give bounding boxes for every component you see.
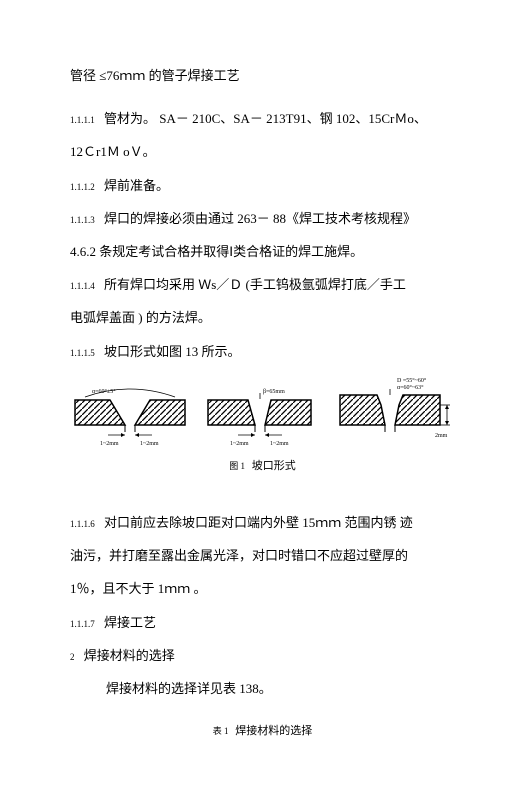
figure-label: 图 1 <box>229 461 245 471</box>
d3-label-top: D =55°~60° <box>397 377 427 384</box>
para-6: 1.1.1.6 对口前应去除坡口距对口端内外壁 15ｍｍ 范围内锈 迹 <box>70 507 455 538</box>
groove-diagram-2: β=65mm 1~2mm 1~2mm <box>203 385 323 447</box>
para-3b: 4.6.2 条规定考试合格并取得Ⅰ类合格证的焊工施焊。 <box>70 236 455 267</box>
d2-label-bl: 1~2mm <box>230 441 249 447</box>
para-5-text: 坡口形式如图 13 所示。 <box>104 344 241 359</box>
para-6b: 油污，并打磨至露出金属光泽，对口时错口不应超过壁厚的 <box>70 540 455 571</box>
secnum-1: 1.1.1.1 <box>70 115 95 125</box>
secnum-3: 1.1.1.3 <box>70 215 95 225</box>
secnum-7: 1.1.1.7 <box>70 619 95 629</box>
para-1b: 12Ｃr1Ｍ oＶ。 <box>70 136 455 167</box>
para-1-text: 管材为。 SA－ 210C、SA－ 213T91、钢 102、15CrＭo、 <box>104 111 427 126</box>
para-5: 1.1.1.5 坡口形式如图 13 所示。 <box>70 336 455 367</box>
secnum-4: 1.1.1.4 <box>70 281 95 291</box>
d2-label-br: 1~2mm <box>270 441 289 447</box>
para-4: 1.1.1.4 所有焊口均采用 Ｗs／Ｄ (手工钨极氩弧焊打底／手工 <box>70 269 455 300</box>
page-title: 管径 ≤76ｍｍ 的管子焊接工艺 <box>70 60 455 91</box>
para-6c: 1％，且不大于 1ｍｍ 。 <box>70 573 455 604</box>
d2-label-top: β=65mm <box>263 389 285 395</box>
figure-caption-text: 坡口形式 <box>252 460 296 472</box>
figure-caption: 图 1 坡口形式 <box>70 453 455 479</box>
para-8: 2 焊接材料的选择 <box>70 640 455 671</box>
table-caption-text: 焊接材料的选择 <box>235 725 312 737</box>
table-caption: 表 1 焊接材料的选择 <box>70 718 455 744</box>
para-1: 1.1.1.1 管材为。 SA－ 210C、SA－ 213T91、钢 102、1… <box>70 103 455 134</box>
d1-label-br: 1~2mm <box>140 441 159 447</box>
groove-diagram-1: α=60°±5° 1~2mm 1~2mm <box>70 385 190 447</box>
document-page: 管径 ≤76ｍｍ 的管子焊接工艺 1.1.1.1 管材为。 SA－ 210C、S… <box>0 0 505 803</box>
para-4b: 电弧焊盖面 ) 的方法焊。 <box>70 302 455 333</box>
para-7: 1.1.1.7 焊接工艺 <box>70 607 455 638</box>
d3-label-top2: α=60°~63° <box>397 384 424 391</box>
groove-diagram-3: D =55°~60° α=60°~63° 2mm <box>335 375 455 447</box>
para-3-text: 焊口的焊接必须由通过 263－ 88《焊工技术考核规程》 <box>104 211 416 226</box>
secnum-8: 2 <box>70 652 75 662</box>
secnum-2: 1.1.1.2 <box>70 182 95 192</box>
para-2: 1.1.1.2 焊前准备。 <box>70 170 455 201</box>
secnum-5: 1.1.1.5 <box>70 348 95 358</box>
para-8-text: 焊接材料的选择 <box>84 648 175 663</box>
secnum-6: 1.1.1.6 <box>70 519 95 529</box>
para-4-text: 所有焊口均采用 Ｗs／Ｄ (手工钨极氩弧焊打底／手工 <box>104 277 406 292</box>
para-8b: 焊接材料的选择详见表 138。 <box>70 673 455 704</box>
para-7-text: 焊接工艺 <box>104 615 156 630</box>
para-3: 1.1.1.3 焊口的焊接必须由通过 263－ 88《焊工技术考核规程》 <box>70 203 455 234</box>
para-6-text: 对口前应去除坡口距对口端内外壁 15ｍｍ 范围内锈 迹 <box>104 515 413 530</box>
d1-label-bl: 1~2mm <box>100 441 119 447</box>
d3-label-right: 2mm <box>435 433 448 439</box>
groove-diagrams: α=60°±5° 1~2mm 1~2mm β=65mm <box>70 375 455 447</box>
table-label: 表 1 <box>213 726 229 736</box>
para-2-text: 焊前准备。 <box>104 178 169 193</box>
